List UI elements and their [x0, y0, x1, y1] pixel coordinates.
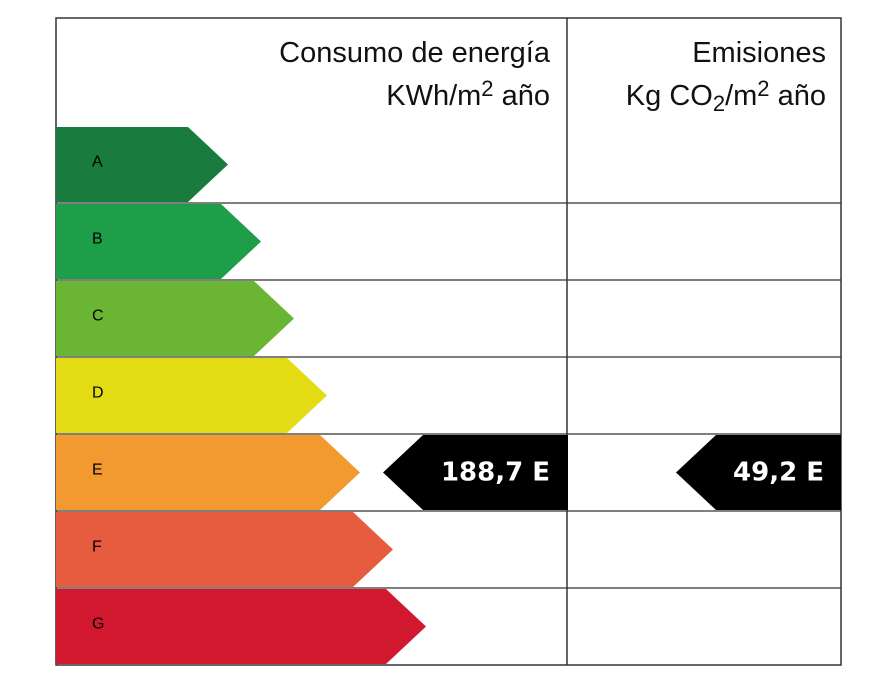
unit-text: /m — [725, 80, 757, 112]
rating-letter: E — [92, 462, 103, 479]
rating-arrow — [56, 281, 294, 356]
unit-index: 2 — [757, 76, 769, 101]
rating-arrow — [56, 204, 261, 279]
rating-arrow — [56, 127, 228, 202]
rating-letter: D — [92, 385, 104, 402]
unit-text: año — [770, 80, 826, 112]
rating-arrow — [56, 512, 393, 587]
rating-letter: F — [92, 539, 102, 556]
unit-index: 2 — [713, 91, 725, 116]
emissions-header: Emisiones — [692, 37, 826, 69]
energy-header: Consumo de energía — [279, 37, 551, 69]
unit-text: KWh/m — [386, 80, 481, 112]
rating-letter: A — [92, 154, 103, 171]
rating-arrow — [56, 358, 327, 433]
unit-text: año — [494, 80, 550, 112]
result-arrow — [676, 435, 841, 510]
emissions-unit: Kg CO2/m2 año — [626, 76, 826, 116]
result-label: 188,7 E — [441, 458, 550, 488]
unit-text: Kg CO — [626, 80, 713, 112]
rating-letter: G — [92, 616, 104, 633]
result-arrow — [383, 435, 568, 510]
energy-unit: KWh/m2 año — [386, 76, 550, 112]
rating-letter: C — [92, 308, 104, 325]
unit-index: 2 — [481, 76, 493, 101]
rating-arrow — [56, 589, 426, 664]
result-label: 49,2 E — [733, 458, 824, 488]
rating-arrow — [56, 435, 360, 510]
rating-letter: B — [92, 231, 103, 248]
